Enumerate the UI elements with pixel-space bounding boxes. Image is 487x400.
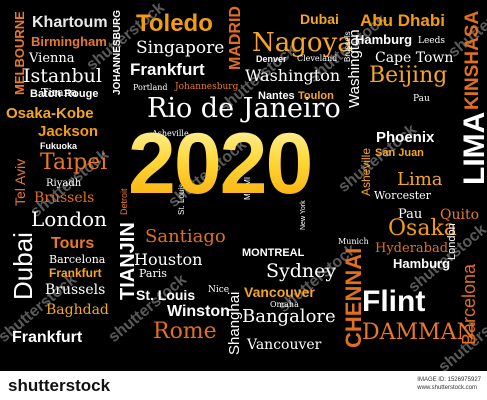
city-word: Frankfurt xyxy=(49,266,102,280)
city-word: Quito xyxy=(440,207,480,223)
city-word: Barcelona xyxy=(49,253,106,266)
city-word: Nice xyxy=(208,285,230,295)
city-word: San Juan xyxy=(375,147,424,159)
city-word: Baghdad xyxy=(46,302,109,318)
city-word: Jackson xyxy=(38,123,99,140)
site-url: www.shutterstock.com xyxy=(417,384,477,391)
shutterstock-logo: shutterstock xyxy=(8,376,111,395)
city-word: Rio de Janeiro xyxy=(147,93,341,124)
city-word: Pau xyxy=(398,207,423,222)
image-id: IMAGE ID: 1526975927 xyxy=(417,377,481,383)
city-word-vertical: LIMA xyxy=(458,111,487,185)
image-meta: IMAGE ID: 1526975927 www.shutterstock.co… xyxy=(417,377,481,393)
city-word: Munich xyxy=(338,237,369,246)
city-word: Bangalore xyxy=(242,306,336,327)
city-word: Cape Town xyxy=(375,50,454,66)
city-word: Leeds xyxy=(418,36,446,46)
city-word: Baton Rouge xyxy=(30,88,99,100)
city-word: Omaha xyxy=(270,300,299,309)
city-word: Vancouver xyxy=(244,284,315,300)
city-word: Pau xyxy=(413,94,430,104)
city-word: Phoenix xyxy=(376,129,435,146)
city-word-vertical: CHENNAI xyxy=(341,247,366,348)
city-word-vertical: KINSHASA xyxy=(462,10,483,110)
stock-footer: shutterstock IMAGE ID: 1526975927 www.sh… xyxy=(0,371,487,400)
city-word: Frankfurt xyxy=(12,329,83,346)
city-word-vertical: MADRID xyxy=(227,6,244,70)
word-cloud-image: shutterstock shutterstock shutterstock shut… xyxy=(0,0,487,371)
city-word: Tours xyxy=(51,235,95,252)
city-word: Dubai xyxy=(300,11,339,27)
city-word: Beijing xyxy=(369,63,448,88)
city-word: Abu Dhabi xyxy=(360,11,445,30)
city-word: Hyderabad xyxy=(375,241,449,256)
city-word: London xyxy=(31,207,107,231)
city-word: Nantes xyxy=(258,90,295,102)
city-word: MONTREAL xyxy=(242,247,305,259)
city-word: Asheville xyxy=(152,130,189,138)
city-word: Worcester xyxy=(374,189,431,202)
city-word-vertical: Tel Aviv xyxy=(12,158,28,206)
city-word: Birmingham xyxy=(31,34,107,49)
city-word: Osaka-Kobe xyxy=(6,105,94,122)
city-word: Osaka xyxy=(388,216,457,241)
city-word: Flint xyxy=(362,285,426,318)
city-word-vertical: Washington xyxy=(346,29,363,108)
city-word: Brussels xyxy=(45,282,106,298)
city-word: Washington xyxy=(245,66,341,85)
city-word: Fukuoka xyxy=(40,141,78,151)
city-word: Taipei xyxy=(40,150,108,175)
city-word: Singapore xyxy=(136,38,225,58)
city-word: Tirana xyxy=(41,86,78,99)
city-word-vertical: London xyxy=(446,223,458,260)
city-word: Nagoya xyxy=(252,28,353,58)
city-word-vertical: Asheville xyxy=(359,147,373,196)
city-word-vertical: TIANJIN xyxy=(117,222,139,300)
city-word: Cleveland xyxy=(297,54,338,63)
city-word: Frankfurt xyxy=(130,60,205,79)
city-word: Toulon xyxy=(298,90,334,102)
city-word: Hamburg xyxy=(393,256,451,271)
city-word: Rome xyxy=(153,319,217,344)
city-word: Khartoum xyxy=(32,14,108,31)
city-word-vertical: Shanghai xyxy=(226,291,243,355)
city-word: Johannesburg xyxy=(175,82,239,92)
city-word: Paris xyxy=(139,267,167,280)
city-word: Portland xyxy=(133,83,168,92)
city-word: Houston xyxy=(134,250,203,269)
city-word-vertical: MELBOURNE xyxy=(12,11,27,95)
city-word: Winston xyxy=(167,303,230,320)
city-word: Riyadh xyxy=(46,178,82,189)
city-word: Lima xyxy=(397,169,443,190)
city-word: DAMMAN xyxy=(362,320,476,345)
city-word: Hamburg xyxy=(355,32,413,47)
city-word: Vancouver xyxy=(247,337,322,353)
year-heading: 2020 xyxy=(128,116,313,212)
city-word: Denver xyxy=(256,54,287,64)
city-word-vertical: JOHANNESBURG xyxy=(112,9,123,95)
city-word: Sydney xyxy=(266,260,337,282)
city-word: Istanbul xyxy=(23,65,102,87)
city-word: Brussels xyxy=(34,190,95,206)
city-word: Santiago xyxy=(145,226,226,247)
city-word: Toledo xyxy=(136,10,213,37)
city-word-vertical: Barcelona xyxy=(459,263,479,345)
city-word: St. Louis xyxy=(136,287,196,303)
city-word-vertical: Dubai xyxy=(8,232,38,300)
city-word: Vienna xyxy=(29,51,75,66)
